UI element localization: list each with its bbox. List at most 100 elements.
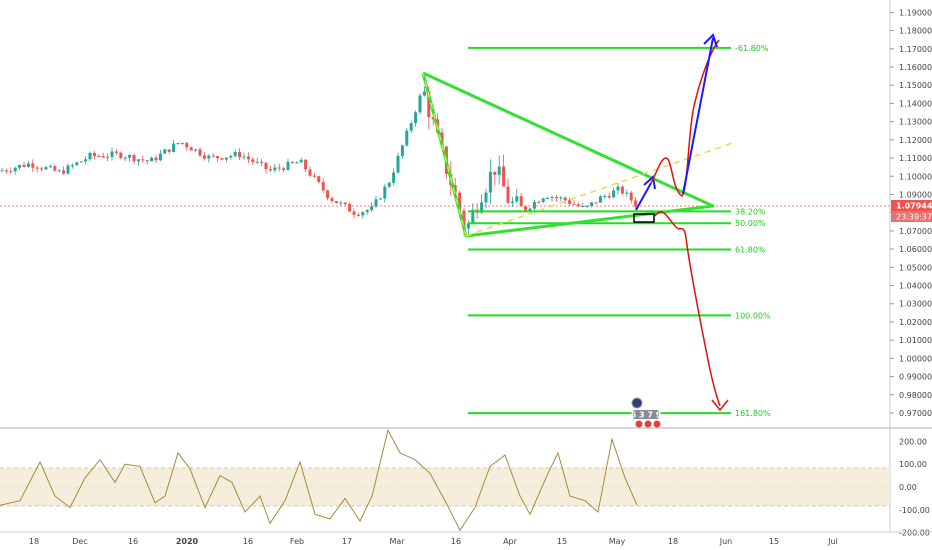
candle [299, 157, 303, 163]
candle [634, 196, 638, 209]
price-tick-label: 0.99000 [899, 373, 932, 382]
candle [405, 127, 409, 147]
candle [550, 195, 554, 202]
candle [620, 185, 624, 195]
candle [295, 161, 299, 164]
time-tick-label: May [609, 537, 626, 546]
candle [132, 153, 136, 164]
candle [286, 158, 290, 171]
time-tick-label: Apr [503, 537, 518, 546]
candle [268, 166, 272, 172]
oscillator-tick-label: 100.00 [899, 460, 927, 469]
oscillator-line [0, 428, 638, 532]
price-tick-label: 1.03000 [899, 300, 932, 309]
candle [31, 159, 35, 172]
candle [150, 156, 154, 162]
candle [158, 149, 162, 162]
candle [418, 93, 422, 115]
time-axis[interactable]: 18 Dec 16 2020 16 Feb 17 Mar 16 Apr 15 May 18 Jun 15 Ju… [0, 531, 932, 546]
price-tick-label: 1.05000 [899, 263, 932, 272]
candle [317, 175, 321, 184]
candle [396, 152, 400, 174]
candle [612, 187, 616, 198]
candle [123, 156, 127, 162]
candle [0, 167, 4, 172]
forecast-up-long [682, 37, 714, 195]
oscillator-tick-label: -100.00 [899, 506, 930, 515]
forecast-up-short [635, 182, 652, 211]
time-tick-label: Jun [719, 537, 733, 546]
candle [185, 141, 189, 151]
price-tick-label: 1.09000 [899, 190, 932, 199]
candle [594, 202, 598, 205]
candle [79, 161, 83, 163]
candle [590, 202, 594, 208]
time-tick-label: 16 [451, 537, 461, 546]
candle [62, 166, 66, 175]
candle [198, 147, 202, 158]
candle [119, 151, 123, 160]
candle [493, 171, 497, 186]
candle [378, 197, 382, 200]
candle [172, 139, 176, 153]
trend-dashed-line [465, 141, 736, 237]
candle [629, 190, 633, 204]
candle [273, 164, 277, 173]
candle [282, 166, 286, 172]
price-tick-label: 0.98000 [899, 391, 932, 400]
last-price-value: 1.07944 [896, 202, 932, 211]
candle [326, 189, 330, 201]
candle [334, 200, 338, 204]
candle [229, 154, 233, 160]
candle [471, 203, 475, 225]
candle [330, 196, 334, 204]
price-tick-label: 1.17000 [899, 45, 932, 54]
candle [400, 144, 404, 160]
time-tick-label: 16 [243, 537, 253, 546]
fib-level-label: 61.80% [735, 245, 766, 254]
price-axis[interactable]: 1.19000 1.18000 1.17000 1.16000 1.15000 1.140… [889, 0, 932, 532]
candle [251, 157, 255, 166]
candle [145, 159, 149, 165]
candle [537, 200, 541, 203]
price-tick-label: 0.97000 [899, 409, 932, 418]
candle [22, 161, 26, 168]
candle [365, 209, 369, 215]
oscillator-pane: 200.00 100.00 0.00 -100.00 -200.00 [0, 428, 930, 538]
price-tick-label: 1.10000 [899, 172, 932, 181]
candle [154, 154, 158, 164]
price-tick-label: 1.00000 [899, 354, 932, 363]
time-tick-label: 2020 [176, 537, 199, 546]
candle [84, 156, 88, 165]
candle [211, 152, 215, 158]
candle [233, 149, 237, 158]
candle [207, 154, 211, 163]
candle [75, 161, 79, 167]
candle [422, 86, 426, 97]
candle [264, 162, 268, 174]
candle [304, 159, 308, 173]
price-tick-label: 1.01000 [899, 336, 932, 345]
candle [392, 168, 396, 186]
price-tick-label: 1.18000 [899, 27, 932, 36]
candle [48, 164, 52, 169]
oscillator-tick-label: 0.00 [899, 483, 917, 492]
fib-level-label: -61.80% [735, 44, 769, 53]
candle [576, 202, 580, 208]
candle [202, 152, 206, 161]
time-tick-label: 15 [769, 537, 779, 546]
candle [180, 142, 184, 145]
candle [101, 152, 105, 158]
price-tick-label: 1.15000 [899, 81, 932, 90]
fib-level-label: 38.20% [735, 207, 766, 216]
candle [568, 197, 572, 206]
price-tick-label: 1.19000 [899, 8, 932, 17]
countdown-value: 23:39:37 [896, 213, 932, 222]
candle [616, 183, 620, 195]
price-tick-label: 1.11000 [899, 154, 932, 163]
candle [625, 189, 629, 198]
candle [321, 178, 325, 193]
candle [9, 167, 13, 174]
candle [488, 159, 492, 205]
triangle-pattern [421, 71, 715, 238]
